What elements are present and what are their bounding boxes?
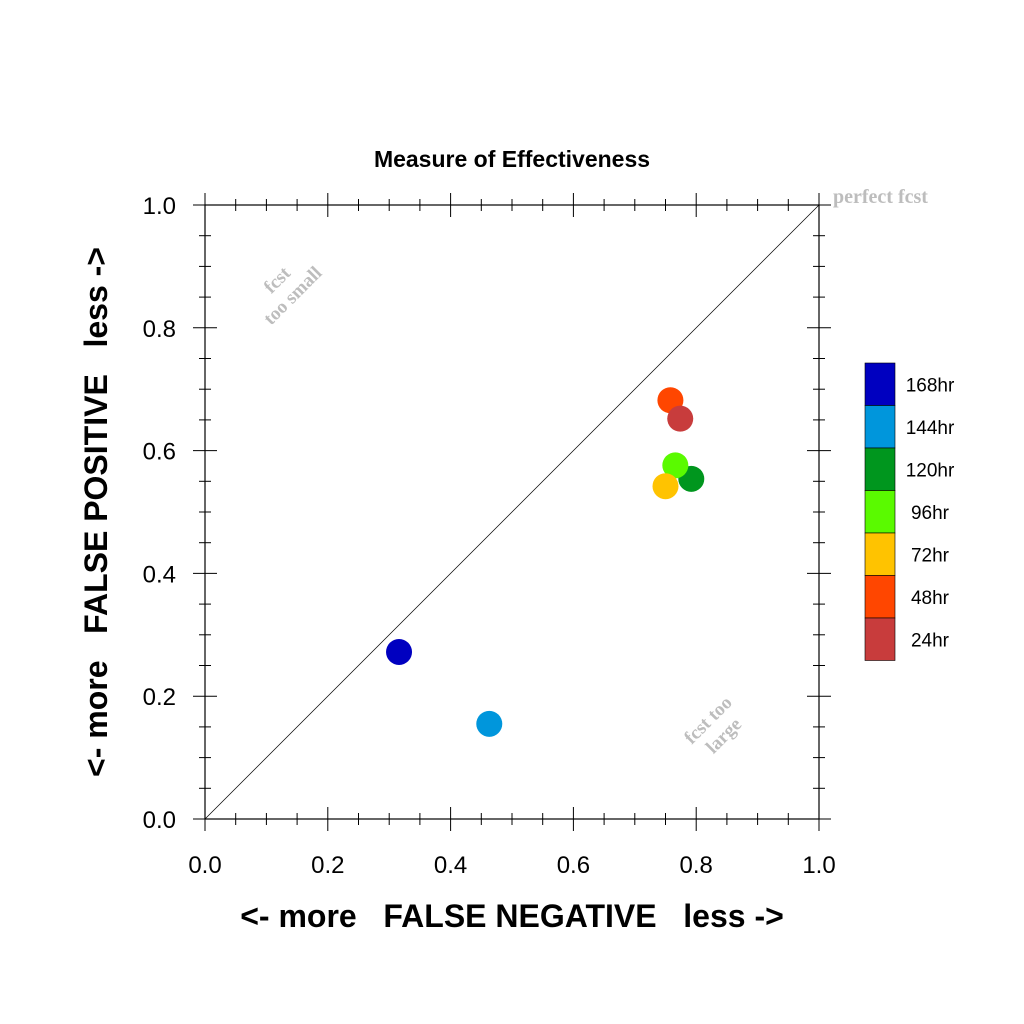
x-tick-label: 0.6 <box>557 852 590 879</box>
legend-swatch-96hr <box>864 490 896 534</box>
point-144hr <box>476 710 503 737</box>
x-axis-label: <- more FALSE NEGATIVE less -> <box>240 898 784 934</box>
point-72hr <box>652 473 679 500</box>
legend-label-48hr: 48hr <box>911 588 950 609</box>
y-tick-label: 0.4 <box>143 561 176 588</box>
point-24hr <box>667 405 694 432</box>
y-axis-label: <- more FALSE POSITIVE less -> <box>78 247 114 777</box>
x-tick-label: 0.0 <box>188 852 221 879</box>
legend-label-24hr: 24hr <box>911 630 950 651</box>
data-points <box>386 387 705 737</box>
y-tick-label: 0.0 <box>143 807 176 834</box>
legend-swatch-168hr <box>864 362 896 406</box>
plot-frame <box>204 204 820 820</box>
legend-label-72hr: 72hr <box>911 545 950 566</box>
legend-label-144hr: 144hr <box>906 418 955 439</box>
x-tick-label: 0.4 <box>434 852 467 879</box>
y-tick-label: 1.0 <box>143 193 176 220</box>
legend-label-96hr: 96hr <box>911 503 950 524</box>
perfect-forecast-diagonal <box>204 204 820 820</box>
legend-swatch-48hr <box>864 575 896 619</box>
point-96hr <box>662 452 689 479</box>
legend-label-120hr: 120hr <box>906 460 955 481</box>
y-tick-label: 0.8 <box>143 316 176 343</box>
axis-tick-labels: 0.0 0.2 0.4 0.6 0.8 1.0 0.0 0.2 0.4 0.6 0.8 1.0 <box>143 193 836 879</box>
x-tick-label: 0.8 <box>680 852 713 879</box>
chart-title: Measure of Effectiveness <box>374 146 650 172</box>
legend-swatch-24hr <box>864 617 896 661</box>
legend-swatch-144hr <box>864 405 896 449</box>
legend-label-168hr: 168hr <box>906 375 955 396</box>
x-tick-label: 0.2 <box>311 852 344 879</box>
legend: 168hr 144hr 120hr 96hr 72hr 48hr 24hr <box>864 362 955 661</box>
x-tick-label: 1.0 <box>802 852 835 879</box>
legend-swatch-72hr <box>864 532 896 576</box>
legend-swatch-120hr <box>864 447 896 491</box>
annotation-perfect-fcst: perfect fcst <box>833 186 928 208</box>
y-tick-label: 0.6 <box>143 439 176 466</box>
point-168hr <box>386 638 413 665</box>
y-tick-label: 0.2 <box>143 684 176 711</box>
